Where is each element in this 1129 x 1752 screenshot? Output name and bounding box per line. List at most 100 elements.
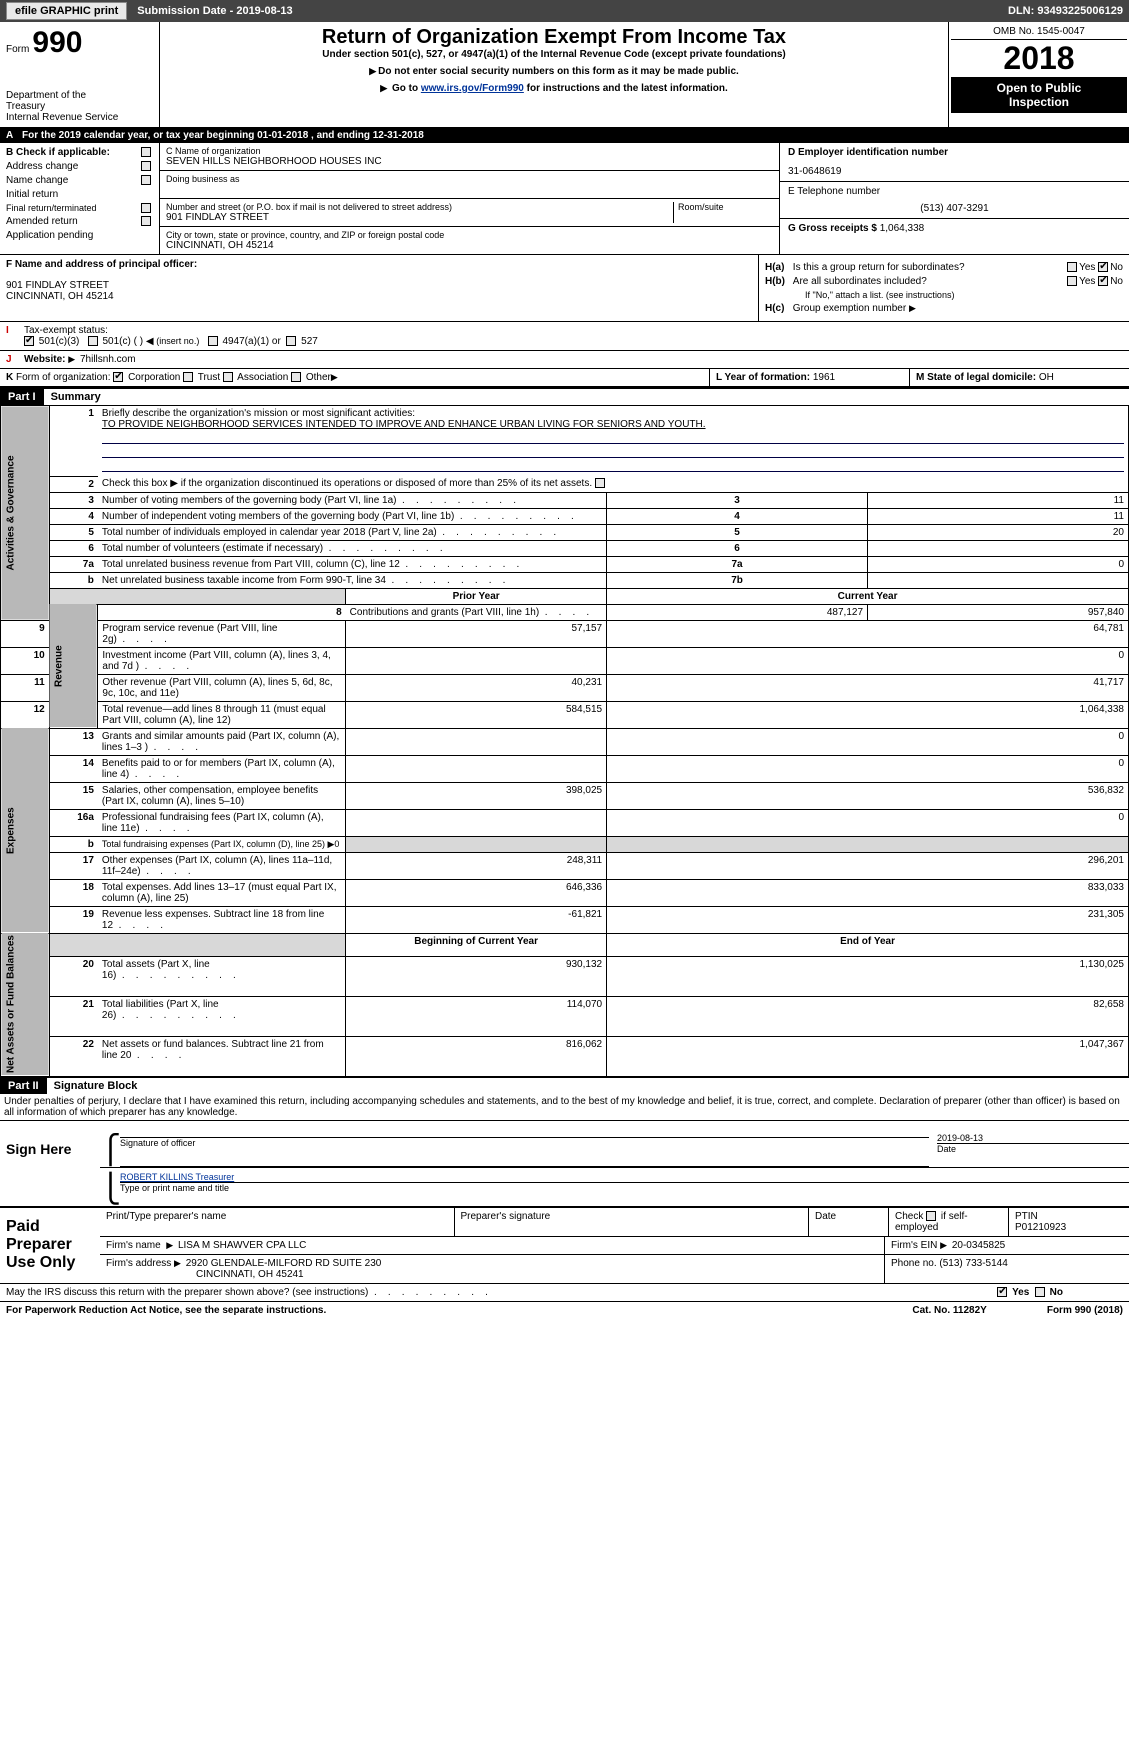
omb-number: OMB No. 1545-0047: [951, 24, 1127, 40]
checkbox[interactable]: [141, 203, 151, 213]
checkbox[interactable]: [141, 175, 151, 185]
part2-header: Part II: [0, 1078, 47, 1094]
line-text: Other expenses (Part IX, column (A), lin…: [98, 852, 346, 879]
prior-val: 930,132: [346, 957, 607, 997]
prior-year-hdr: Prior Year: [346, 588, 607, 604]
firm-ein: 20-0345825: [952, 1240, 1005, 1251]
sig-officer-label: Signature of officer: [120, 1137, 929, 1148]
footer-row: For Paperwork Reduction Act Notice, see …: [0, 1301, 1129, 1319]
arrow-icon: [369, 66, 378, 77]
checkbox[interactable]: [595, 478, 605, 488]
line-num: 12: [1, 701, 50, 728]
line-text: Total unrelated business revenue from Pa…: [98, 556, 607, 572]
checkbox-yes-checked[interactable]: [997, 1287, 1007, 1297]
j-label: J: [0, 351, 18, 368]
preparer-sig-hdr: Preparer's signature: [455, 1208, 810, 1236]
insert-no: (insert no.): [156, 336, 199, 346]
no-label: No: [1110, 262, 1123, 273]
check-initial-return: Initial return: [6, 189, 153, 200]
dba-label: Doing business as: [166, 174, 773, 184]
yes-label: Yes: [1012, 1287, 1029, 1298]
checkbox[interactable]: [926, 1211, 936, 1221]
efile-btn[interactable]: efile GRAPHIC print: [6, 2, 127, 20]
checkbox[interactable]: [141, 216, 151, 226]
line-text: Other revenue (Part VIII, column (A), li…: [98, 674, 346, 701]
line-num: 10: [1, 647, 50, 674]
line2-text: Check this box ▶ if the organization dis…: [102, 478, 592, 489]
checkbox[interactable]: [286, 336, 296, 346]
checkbox[interactable]: [141, 161, 151, 171]
curr-val: 833,033: [607, 879, 1129, 906]
line-num: 4: [49, 508, 98, 524]
curr-val: 41,717: [607, 674, 1129, 701]
checkbox[interactable]: [141, 147, 151, 157]
period-text1: For the 2019 calendar year, or tax year …: [22, 130, 257, 141]
arrow-icon: [174, 1258, 183, 1269]
checkbox-yes[interactable]: [1067, 276, 1077, 286]
ha-text: Is this a group return for subordinates?: [793, 262, 965, 273]
checkbox[interactable]: [208, 336, 218, 346]
checkbox-yes[interactable]: [1067, 262, 1077, 272]
b-label: B: [6, 147, 13, 158]
f-h-section: F Name and address of principal officer:…: [0, 255, 1129, 322]
sidelabel-netassets: Net Assets or Fund Balances: [1, 933, 50, 1076]
part2-title: Signature Block: [50, 1080, 138, 1092]
no-label: No: [1110, 276, 1123, 287]
checkbox[interactable]: [88, 336, 98, 346]
prior-val: 57,157: [346, 620, 607, 647]
dept-of-treasury: Department of the Treasury Internal Reve…: [6, 90, 153, 123]
arrow-icon: [166, 1240, 175, 1251]
footer-form-post: (2018): [1094, 1305, 1123, 1316]
form-number: 990: [32, 26, 82, 59]
dept-line2: Treasury: [6, 101, 153, 112]
discuss-row: May the IRS discuss this return with the…: [0, 1283, 1129, 1301]
f-addr2: CINCINNATI, OH 45214: [6, 291, 752, 302]
form-subtitle2: Do not enter social security numbers on …: [166, 66, 942, 77]
curr-val: 0: [607, 647, 1129, 674]
opt-corp: Corporation: [128, 372, 180, 383]
underline: [102, 460, 1124, 472]
period-end: 12-31-2018: [373, 130, 424, 141]
inspection-label: Inspection: [951, 95, 1127, 109]
line-num: 21: [49, 996, 98, 1036]
line-num: 7a: [49, 556, 98, 572]
preparer-date-hdr: Date: [809, 1208, 889, 1236]
line1: Briefly describe the organization's miss…: [98, 406, 1129, 477]
line-text: Total expenses. Add lines 13–17 (must eq…: [98, 879, 346, 906]
hb-label: H(b): [765, 276, 785, 287]
firm-phone-label: Phone no.: [891, 1258, 937, 1269]
checkbox-no-checked[interactable]: [1098, 276, 1108, 286]
sig-date: 2019-08-13: [937, 1133, 1129, 1143]
checkbox[interactable]: [1035, 1287, 1045, 1297]
checkbox[interactable]: [183, 372, 193, 382]
hb-text: Are all subordinates included?: [793, 276, 927, 287]
e-label: E Telephone number: [788, 186, 1121, 197]
checkbox-corp-checked[interactable]: [113, 372, 123, 382]
checkbox-no-checked[interactable]: [1098, 262, 1108, 272]
line-box: 3: [607, 492, 868, 508]
checkbox-501c3-checked[interactable]: [24, 336, 34, 346]
line-val: 0: [868, 556, 1129, 572]
prior-val: 816,062: [346, 1036, 607, 1076]
irs-link[interactable]: www.irs.gov/Form990: [421, 83, 524, 94]
status-label: Tax-exempt status:: [24, 325, 108, 336]
line-num: b: [49, 836, 98, 852]
checkbox[interactable]: [291, 372, 301, 382]
website-content: Website: 7hillsnh.com: [18, 351, 1129, 368]
firm-addr2: CINCINNATI, OH 45241: [106, 1269, 304, 1280]
street-cell: Number and street (or P.O. box if mail i…: [160, 199, 779, 227]
line-num: 20: [49, 957, 98, 997]
line-text: Total fundraising expenses (Part IX, col…: [98, 836, 346, 852]
curr-val: 0: [607, 728, 1129, 755]
curr-val: 0: [607, 755, 1129, 782]
name-address-column: C Name of organization SEVEN HILLS NEIGH…: [160, 143, 779, 254]
footer-left: For Paperwork Reduction Act Notice, see …: [6, 1305, 326, 1316]
line-text: Total revenue—add lines 8 through 11 (mu…: [98, 701, 346, 728]
part2-row: Part II Signature Block: [0, 1077, 1129, 1094]
form-subtitle3: Go to www.irs.gov/Form990 for instructio…: [166, 83, 942, 94]
h-block: H(a) Is this a group return for subordin…: [759, 255, 1129, 321]
line-text: Contributions and grants (Part VIII, lin…: [346, 604, 607, 620]
sign-here-label: Sign Here: [0, 1121, 100, 1206]
period-begin: 01-01-2018: [257, 130, 308, 141]
checkbox[interactable]: [223, 372, 233, 382]
